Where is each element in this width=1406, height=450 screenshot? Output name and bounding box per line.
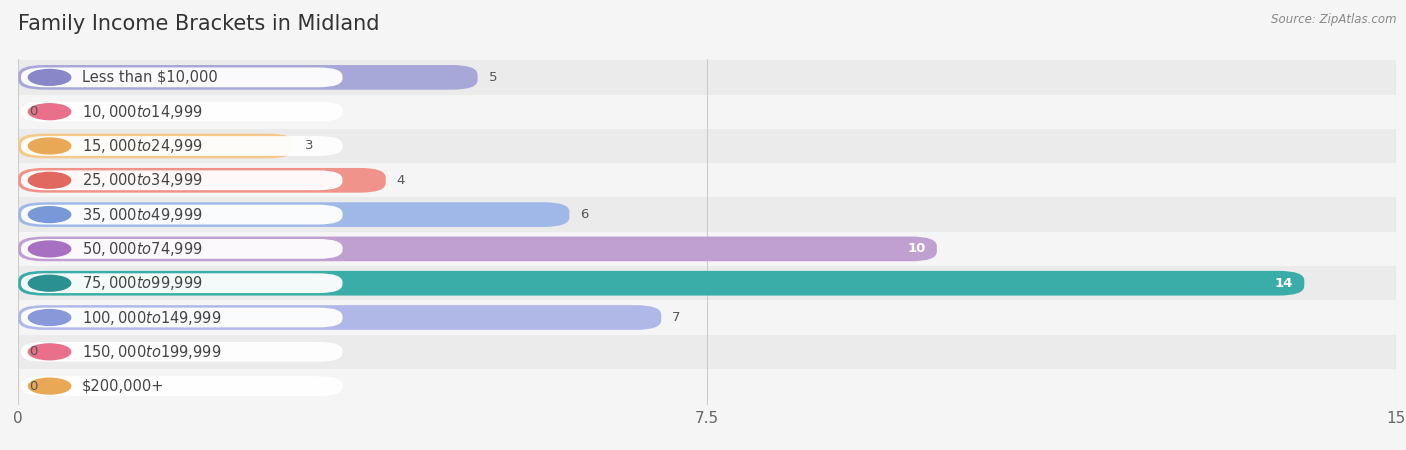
FancyBboxPatch shape (21, 342, 343, 362)
FancyBboxPatch shape (18, 60, 1396, 94)
Text: 7: 7 (672, 311, 681, 324)
Text: 10: 10 (907, 243, 925, 256)
FancyBboxPatch shape (18, 271, 1305, 296)
Text: 14: 14 (1275, 277, 1294, 290)
FancyBboxPatch shape (21, 205, 343, 225)
FancyBboxPatch shape (18, 202, 569, 227)
Circle shape (28, 138, 70, 154)
Text: Less than $10,000: Less than $10,000 (82, 70, 218, 85)
Text: Source: ZipAtlas.com: Source: ZipAtlas.com (1271, 14, 1396, 27)
FancyBboxPatch shape (18, 198, 1396, 232)
FancyBboxPatch shape (21, 136, 343, 156)
Text: Family Income Brackets in Midland: Family Income Brackets in Midland (18, 14, 380, 33)
FancyBboxPatch shape (18, 237, 936, 261)
FancyBboxPatch shape (21, 102, 343, 122)
FancyBboxPatch shape (18, 134, 294, 158)
Text: $15,000 to $24,999: $15,000 to $24,999 (82, 137, 202, 155)
Text: 5: 5 (489, 71, 498, 84)
Circle shape (28, 344, 70, 360)
FancyBboxPatch shape (18, 232, 1396, 266)
FancyBboxPatch shape (21, 239, 343, 259)
Circle shape (28, 378, 70, 394)
Circle shape (28, 172, 70, 188)
Text: 3: 3 (305, 140, 314, 153)
FancyBboxPatch shape (18, 335, 1396, 369)
Text: $200,000+: $200,000+ (82, 378, 165, 394)
Text: $75,000 to $99,999: $75,000 to $99,999 (82, 274, 202, 292)
FancyBboxPatch shape (18, 163, 1396, 198)
FancyBboxPatch shape (18, 65, 478, 90)
FancyBboxPatch shape (18, 94, 1396, 129)
FancyBboxPatch shape (18, 266, 1396, 300)
Text: $35,000 to $49,999: $35,000 to $49,999 (82, 206, 202, 224)
Text: 0: 0 (30, 345, 38, 358)
FancyBboxPatch shape (21, 171, 343, 190)
FancyBboxPatch shape (18, 168, 385, 193)
Circle shape (28, 69, 70, 85)
FancyBboxPatch shape (18, 300, 1396, 335)
FancyBboxPatch shape (18, 129, 1396, 163)
FancyBboxPatch shape (18, 369, 1396, 403)
Text: 0: 0 (30, 105, 38, 118)
Text: 6: 6 (581, 208, 589, 221)
Circle shape (28, 310, 70, 325)
Circle shape (28, 275, 70, 291)
FancyBboxPatch shape (21, 376, 343, 396)
Text: 0: 0 (30, 380, 38, 393)
Text: $100,000 to $149,999: $100,000 to $149,999 (82, 309, 221, 327)
FancyBboxPatch shape (18, 305, 661, 330)
Text: $150,000 to $199,999: $150,000 to $199,999 (82, 343, 221, 361)
Text: 4: 4 (396, 174, 405, 187)
Text: $50,000 to $74,999: $50,000 to $74,999 (82, 240, 202, 258)
Circle shape (28, 241, 70, 257)
FancyBboxPatch shape (21, 68, 343, 87)
Text: $25,000 to $34,999: $25,000 to $34,999 (82, 171, 202, 189)
FancyBboxPatch shape (21, 273, 343, 293)
Circle shape (28, 207, 70, 222)
Circle shape (28, 104, 70, 120)
Text: $10,000 to $14,999: $10,000 to $14,999 (82, 103, 202, 121)
FancyBboxPatch shape (21, 308, 343, 328)
